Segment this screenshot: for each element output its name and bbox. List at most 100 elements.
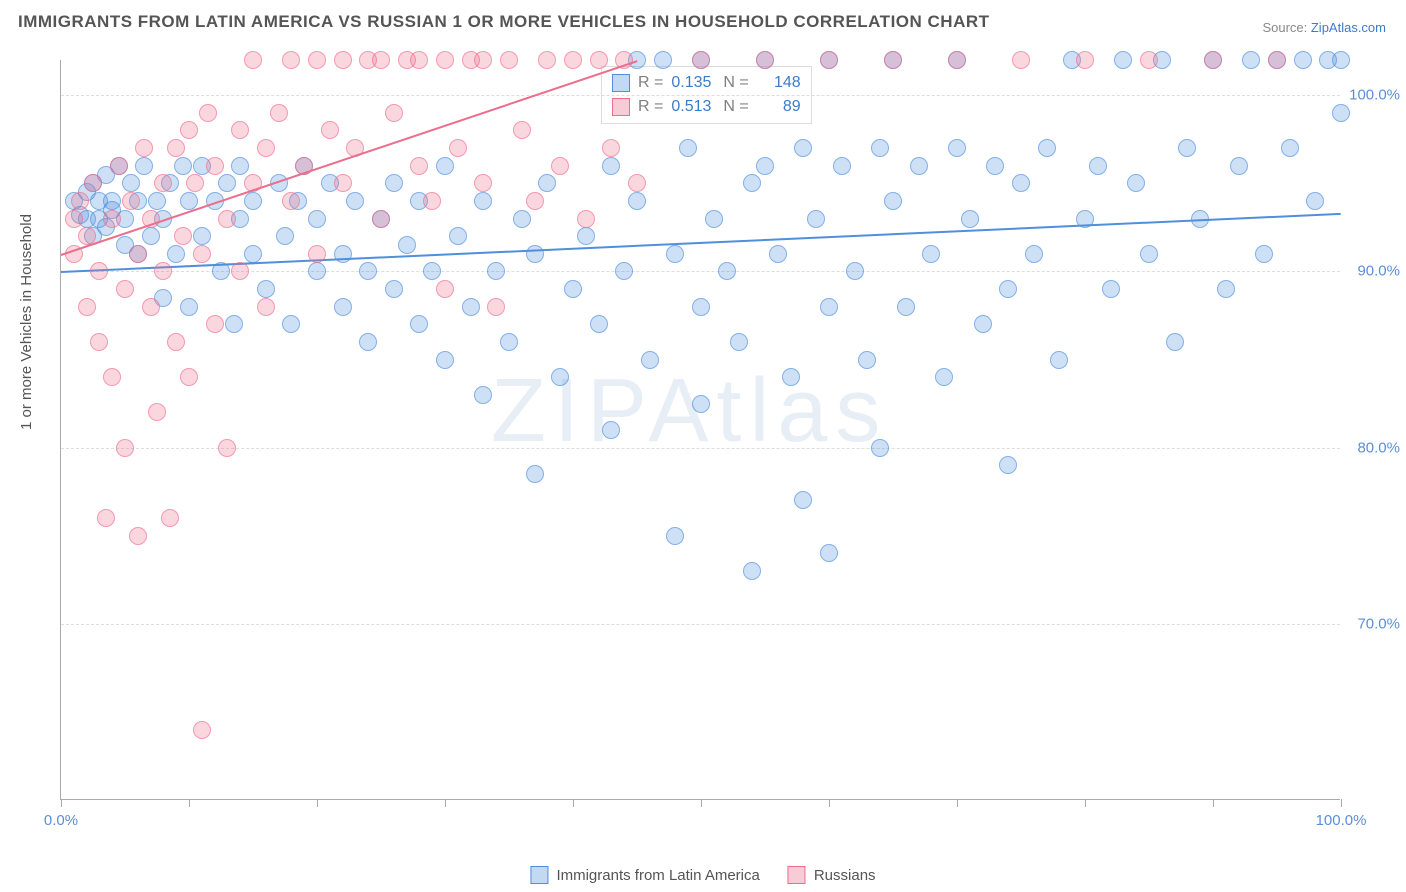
scatter-point — [334, 174, 352, 192]
scatter-point — [654, 51, 672, 69]
scatter-point — [1166, 333, 1184, 351]
scatter-point — [487, 262, 505, 280]
scatter-point — [116, 439, 134, 457]
scatter-point — [449, 139, 467, 157]
legend-swatch — [612, 74, 630, 92]
scatter-point — [871, 439, 889, 457]
scatter-point — [692, 51, 710, 69]
scatter-point — [1038, 139, 1056, 157]
scatter-point — [538, 174, 556, 192]
scatter-point — [308, 51, 326, 69]
scatter-point — [142, 298, 160, 316]
trend-line — [61, 213, 1341, 273]
scatter-point — [257, 298, 275, 316]
scatter-point — [174, 157, 192, 175]
scatter-point — [103, 368, 121, 386]
scatter-point — [270, 104, 288, 122]
scatter-point — [244, 51, 262, 69]
x-tick — [1213, 799, 1214, 807]
scatter-point — [1012, 174, 1030, 192]
scatter-point — [474, 51, 492, 69]
scatter-point — [820, 544, 838, 562]
scatter-point — [103, 210, 121, 228]
scatter-point — [1306, 192, 1324, 210]
scatter-point — [161, 509, 179, 527]
scatter-point — [180, 121, 198, 139]
y-tick-label: 70.0% — [1345, 615, 1400, 632]
scatter-point — [276, 227, 294, 245]
scatter-point — [718, 262, 736, 280]
x-tick — [1341, 799, 1342, 807]
stat-r-value: 0.135 — [671, 71, 715, 95]
scatter-point — [90, 333, 108, 351]
scatter-point — [423, 192, 441, 210]
scatter-point — [1102, 280, 1120, 298]
source-link[interactable]: ZipAtlas.com — [1311, 20, 1386, 35]
scatter-point — [884, 192, 902, 210]
scatter-point — [756, 51, 774, 69]
scatter-point — [807, 210, 825, 228]
scatter-point — [167, 333, 185, 351]
scatter-point — [577, 210, 595, 228]
scatter-point — [410, 315, 428, 333]
scatter-point — [148, 403, 166, 421]
scatter-point — [436, 157, 454, 175]
scatter-point — [308, 262, 326, 280]
scatter-point — [257, 139, 275, 157]
scatter-point — [564, 51, 582, 69]
scatter-point — [180, 192, 198, 210]
scatter-point — [513, 121, 531, 139]
scatter-point — [922, 245, 940, 263]
scatter-point — [602, 157, 620, 175]
stats-row: R =0.135N =148 — [612, 71, 801, 95]
x-tick — [829, 799, 830, 807]
scatter-point — [71, 192, 89, 210]
scatter-point — [692, 395, 710, 413]
legend-item: Immigrants from Latin America — [530, 866, 759, 884]
scatter-point — [122, 174, 140, 192]
scatter-point — [334, 298, 352, 316]
scatter-point — [910, 157, 928, 175]
scatter-point — [526, 465, 544, 483]
scatter-point — [551, 157, 569, 175]
scatter-point — [129, 527, 147, 545]
gridline — [61, 448, 1340, 449]
source-attribution: Source: ZipAtlas.com — [1262, 20, 1386, 35]
gridline — [61, 624, 1340, 625]
x-tick — [573, 799, 574, 807]
scatter-point — [1332, 51, 1350, 69]
y-tick-label: 90.0% — [1345, 263, 1400, 280]
x-tick — [189, 799, 190, 807]
scatter-point — [500, 333, 518, 351]
scatter-point — [846, 262, 864, 280]
scatter-point — [1204, 51, 1222, 69]
scatter-point — [1332, 104, 1350, 122]
scatter-point — [282, 315, 300, 333]
scatter-point — [756, 157, 774, 175]
scatter-point — [935, 368, 953, 386]
scatter-point — [679, 139, 697, 157]
scatter-point — [730, 333, 748, 351]
scatter-point — [180, 298, 198, 316]
scatter-point — [871, 139, 889, 157]
scatter-point — [1242, 51, 1260, 69]
scatter-point — [526, 245, 544, 263]
scatter-point — [782, 368, 800, 386]
legend-swatch — [788, 866, 806, 884]
stat-r-value: 0.513 — [671, 95, 715, 119]
scatter-point — [231, 157, 249, 175]
scatter-point — [474, 192, 492, 210]
scatter-point — [193, 721, 211, 739]
x-tick-label: 0.0% — [44, 812, 78, 829]
stats-row: R =0.513N =89 — [612, 95, 801, 119]
scatter-point — [308, 210, 326, 228]
scatter-point — [666, 527, 684, 545]
scatter-point — [986, 157, 1004, 175]
scatter-point — [65, 210, 83, 228]
legend-item: Russians — [788, 866, 876, 884]
scatter-point — [462, 298, 480, 316]
scatter-point — [167, 245, 185, 263]
scatter-point — [1050, 351, 1068, 369]
scatter-point — [590, 51, 608, 69]
scatter-point — [513, 210, 531, 228]
